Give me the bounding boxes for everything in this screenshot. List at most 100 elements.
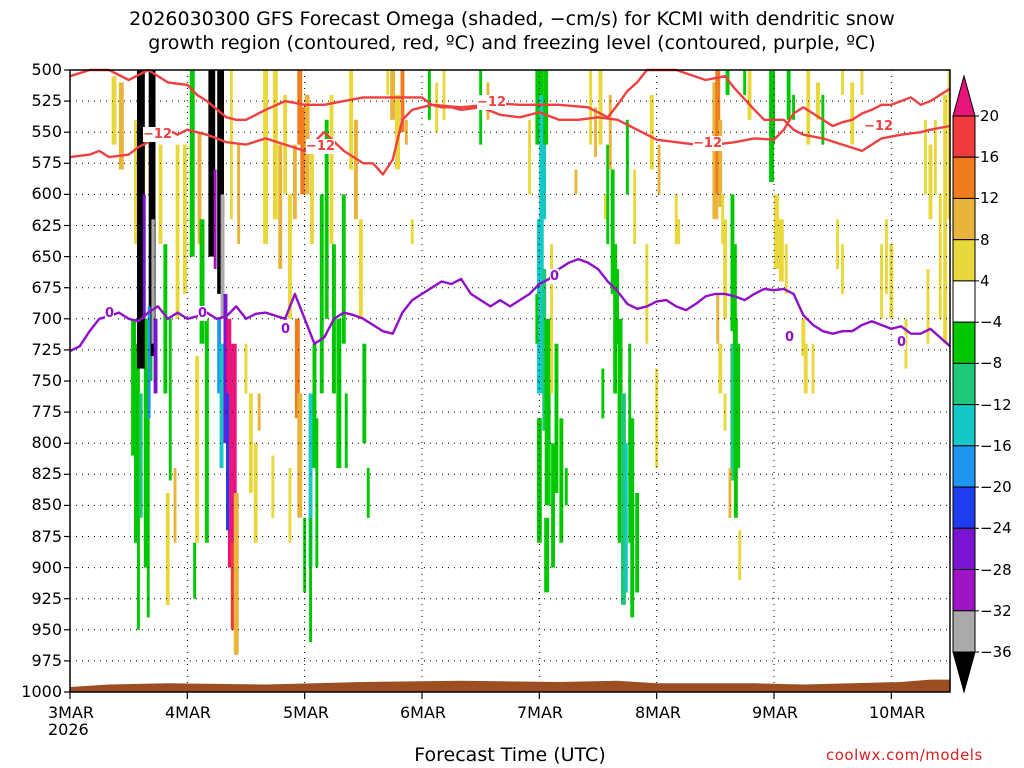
- colorbar-label-2: 12: [980, 189, 1000, 207]
- freezing-contour-label-3: 0: [550, 269, 560, 284]
- freezing-contour-label-5: 0: [897, 335, 907, 350]
- omega-streak-29: [193, 542, 197, 599]
- omega-streak-111: [610, 169, 615, 294]
- omega-streak-13: [151, 219, 155, 344]
- omega-streak-57: [310, 144, 314, 245]
- omega-streak-93: [536, 219, 544, 394]
- y-tick-label-725: 725: [31, 340, 62, 359]
- omega-streak-110: [606, 144, 610, 245]
- omega-streak-53: [292, 144, 297, 220]
- colorbar-box-7: [952, 362, 976, 406]
- colorbar-label-13: −36: [980, 643, 1012, 661]
- omega-streak-44: [244, 343, 248, 394]
- omega-streak-147: [716, 293, 720, 344]
- omega-streak-30: [208, 70, 216, 257]
- omega-streak-79: [386, 70, 390, 95]
- omega-streak-15: [153, 318, 158, 394]
- omega-streak-67: [319, 194, 324, 394]
- omega-streak-25: [197, 132, 202, 245]
- omega-streak-134: [725, 70, 730, 95]
- omega-streak-119: [616, 269, 619, 344]
- colorbar-label-12: −32: [980, 602, 1012, 620]
- omega-streak-161: [836, 219, 839, 270]
- omega-streak-49: [272, 70, 278, 220]
- omega-streak-38: [230, 542, 237, 630]
- omega-streak-133: [721, 194, 725, 245]
- omega-streak-162: [841, 244, 844, 294]
- omega-streak-154: [784, 244, 788, 294]
- freezing-contour-label-1: 0: [198, 306, 208, 321]
- omega-streak-4: [131, 318, 136, 456]
- y-tick-label-525: 525: [31, 91, 62, 110]
- omega-streak-63: [308, 393, 313, 568]
- omega-streak-170: [928, 144, 933, 220]
- colorbar-label-1: 16: [980, 148, 1000, 166]
- omega-streak-72: [341, 194, 346, 344]
- omega-streak-54: [297, 70, 303, 145]
- y-tick-label-675: 675: [31, 278, 62, 297]
- omega-streak-131: [715, 70, 721, 195]
- omega-streak-137: [730, 343, 736, 481]
- omega-streak-66: [315, 418, 319, 568]
- y-tick-label-600: 600: [31, 184, 62, 203]
- y-tick-label-700: 700: [31, 309, 62, 328]
- omega-streak-105: [528, 119, 531, 195]
- omega-streak-171: [933, 119, 937, 195]
- omega-streak-169: [924, 119, 927, 195]
- y-tick-label-800: 800: [31, 433, 62, 452]
- dgz-contour-label-4: −12: [864, 119, 893, 134]
- omega-streak-7: [143, 318, 148, 568]
- omega-streak-77: [362, 343, 367, 444]
- colorbar-top-arrow: [952, 74, 976, 117]
- omega-streak-86: [435, 82, 439, 133]
- omega-streak-82: [400, 70, 405, 133]
- plot-frame: [64, 69, 951, 699]
- omega-streak-116: [628, 343, 632, 543]
- colorbar-box-5: [952, 280, 976, 323]
- omega-streak-75: [354, 119, 358, 220]
- omega-streak-0: [111, 76, 117, 145]
- omega-streak-132: [718, 119, 723, 207]
- omega-streak-158: [801, 318, 806, 357]
- omega-streak-14: [142, 194, 146, 319]
- y-tick-label-950: 950: [31, 620, 62, 639]
- omega-streak-48: [263, 70, 268, 245]
- omega-streak-68: [324, 119, 329, 319]
- omega-streak-52: [288, 194, 292, 319]
- omega-streak-41: [219, 343, 224, 469]
- colorbar-box-13: [952, 610, 976, 653]
- omega-streak-99: [559, 418, 564, 543]
- omega-streak-69: [329, 94, 334, 245]
- colorbar-label-0: 20: [980, 107, 1000, 125]
- omega-streak-87: [442, 70, 446, 120]
- y-tick-label-925: 925: [31, 589, 62, 608]
- surface-terrain: [70, 679, 950, 692]
- y-tick-label-875: 875: [31, 527, 62, 546]
- omega-streak-22: [175, 144, 180, 319]
- omega-streak-64: [309, 517, 312, 643]
- dgz-contour-label-1: −12: [306, 139, 335, 154]
- colorbar-label-11: −28: [980, 561, 1012, 579]
- omega-streak-92: [543, 70, 549, 145]
- omega-streak-11: [137, 70, 145, 369]
- colorbar-label-3: 8: [980, 231, 990, 249]
- dgz-upper-contour: [69, 68, 951, 146]
- omega-streak-78: [366, 468, 370, 518]
- omega-streak-126: [645, 244, 649, 344]
- omega-streak-136: [732, 244, 737, 344]
- omega-streak-108: [594, 107, 597, 158]
- source-credit-link[interactable]: coolwx.com/models: [826, 746, 983, 764]
- omega-streak-150: [786, 70, 791, 120]
- y-tick-label-825: 825: [31, 464, 62, 483]
- omega-streak-28: [195, 356, 200, 543]
- x-tick-label-6MAR: 6MAR: [400, 703, 447, 722]
- omega-streak-129: [677, 219, 681, 245]
- omega-streak-114: [621, 393, 626, 605]
- colorbar-label-10: −24: [980, 519, 1012, 537]
- omega-streak-62: [303, 517, 307, 593]
- chart-title-line-1: 2026030300 GFS Forecast Omega (shaded, −…: [129, 8, 895, 30]
- omega-streak-153: [778, 219, 784, 282]
- x-tick-label-3MAR: 3MAR: [48, 703, 95, 722]
- omega-streak-128: [674, 194, 678, 245]
- omega-streak-98: [554, 343, 559, 493]
